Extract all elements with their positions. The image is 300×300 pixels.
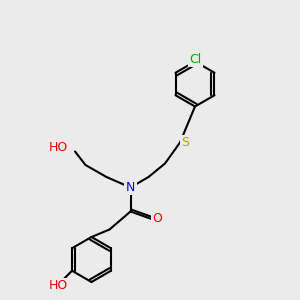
Text: S: S [182,136,189,149]
Text: Cl: Cl [189,52,201,66]
Text: N: N [126,181,135,194]
Text: O: O [153,212,162,226]
Text: HO: HO [48,141,68,154]
Text: HO: HO [49,279,68,292]
